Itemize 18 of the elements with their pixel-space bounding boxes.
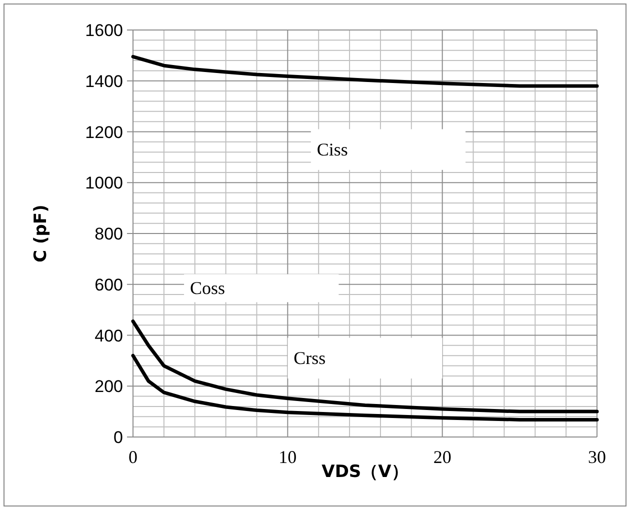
annotation: Crss [294,348,326,368]
x-axis-title: VDS（V） [322,462,408,482]
y-axis-title: C (pF) [31,204,51,262]
y-tick-label: 200 [94,377,123,396]
x-tick-label: 10 [278,447,297,467]
y-tick-label: 600 [94,275,123,294]
y-tick-label: 800 [94,224,123,244]
annotation: Ciss [316,140,348,160]
y-tick-label: 1200 [85,122,123,142]
y-tick-label: 400 [94,326,123,346]
x-tick-label: 20 [433,447,452,467]
y-tick-label: 1000 [85,174,123,193]
y-tick-label: 1600 [85,21,123,40]
x-tick-label: 0 [128,447,138,467]
annotation: Coss [190,278,226,298]
y-tick-label: 1400 [85,72,123,91]
x-tick-label: 30 [588,447,606,467]
y-tick-label: 0 [114,428,123,447]
